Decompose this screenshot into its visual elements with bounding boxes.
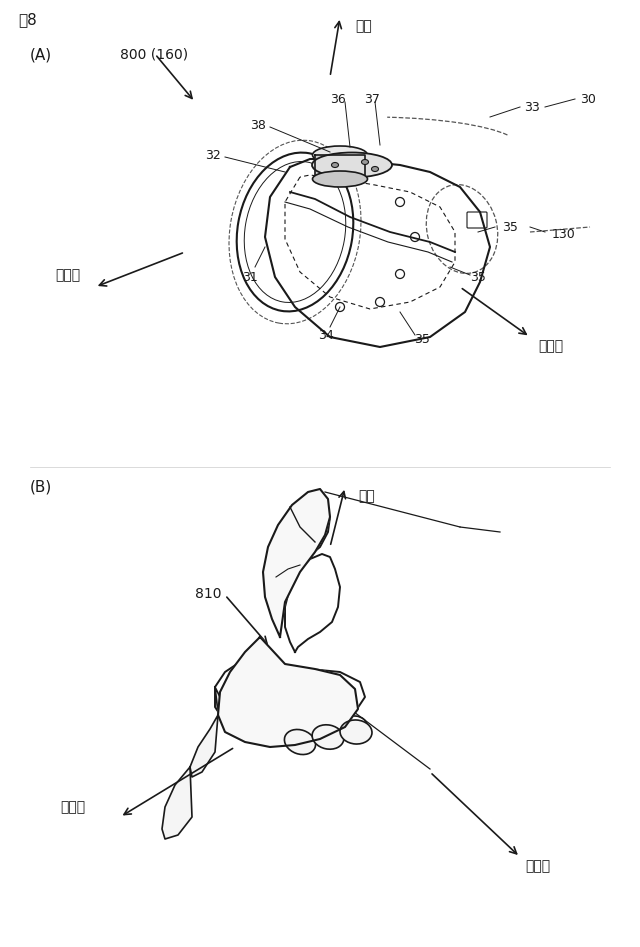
Text: ヨー: ヨー xyxy=(358,489,375,503)
Text: 35: 35 xyxy=(414,332,430,346)
Text: 35: 35 xyxy=(502,221,518,234)
Ellipse shape xyxy=(371,167,378,171)
Text: 810: 810 xyxy=(195,587,221,601)
Text: 36: 36 xyxy=(330,93,346,105)
Text: 37: 37 xyxy=(364,93,380,105)
Text: 130: 130 xyxy=(552,227,576,241)
Text: 32: 32 xyxy=(205,149,221,162)
Text: 38: 38 xyxy=(250,118,266,132)
Ellipse shape xyxy=(332,163,339,168)
Ellipse shape xyxy=(284,729,316,755)
Text: 33: 33 xyxy=(524,100,540,114)
Text: (B): (B) xyxy=(30,479,52,494)
Text: 30: 30 xyxy=(580,93,596,105)
Ellipse shape xyxy=(312,146,367,164)
Text: (A): (A) xyxy=(30,47,52,62)
Polygon shape xyxy=(218,637,358,747)
Ellipse shape xyxy=(362,159,369,165)
Text: ロール: ロール xyxy=(60,800,85,814)
Ellipse shape xyxy=(312,152,392,177)
Polygon shape xyxy=(162,767,192,839)
Polygon shape xyxy=(315,155,365,179)
Text: ヨー: ヨー xyxy=(355,19,372,33)
Text: 800 (160): 800 (160) xyxy=(120,47,188,61)
Text: 34: 34 xyxy=(318,329,334,342)
Ellipse shape xyxy=(340,720,372,744)
Ellipse shape xyxy=(312,171,367,187)
Text: 35: 35 xyxy=(470,271,486,283)
Text: 図8: 図8 xyxy=(18,12,36,27)
Polygon shape xyxy=(215,687,265,737)
Text: ロール: ロール xyxy=(55,268,80,282)
Text: 31: 31 xyxy=(242,271,258,283)
Polygon shape xyxy=(263,489,330,637)
Text: ピッチ: ピッチ xyxy=(538,339,563,353)
Text: ピッチ: ピッチ xyxy=(525,859,550,873)
Ellipse shape xyxy=(312,724,344,749)
Polygon shape xyxy=(190,715,218,777)
